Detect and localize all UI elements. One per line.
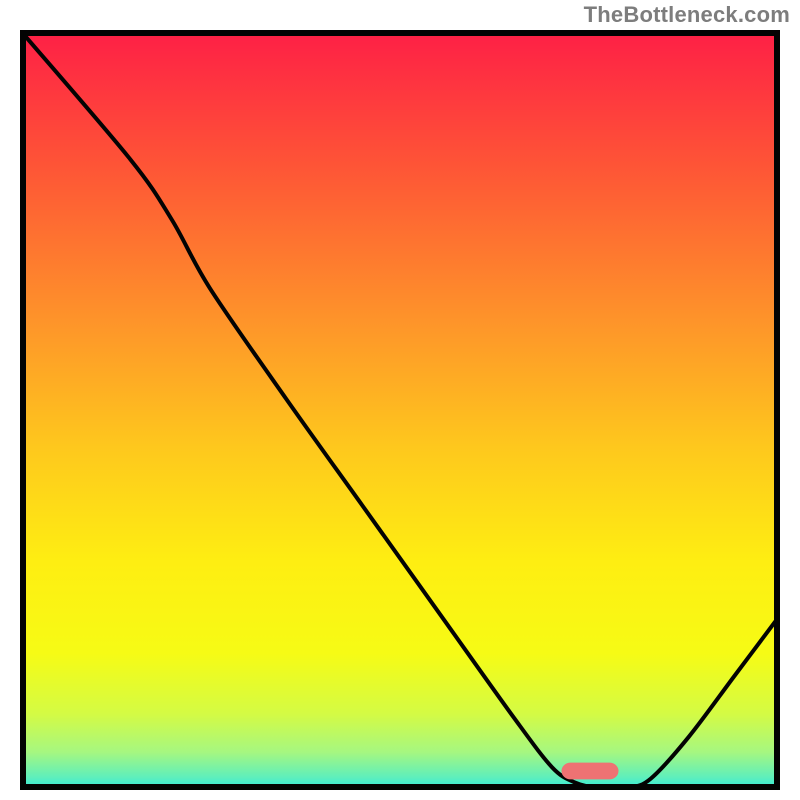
brand-label: TheBottleneck.com xyxy=(584,2,790,28)
gradient-background xyxy=(20,30,780,790)
chart-container xyxy=(20,30,780,790)
optimal-marker xyxy=(562,763,619,780)
bottleneck-chart xyxy=(20,30,780,790)
